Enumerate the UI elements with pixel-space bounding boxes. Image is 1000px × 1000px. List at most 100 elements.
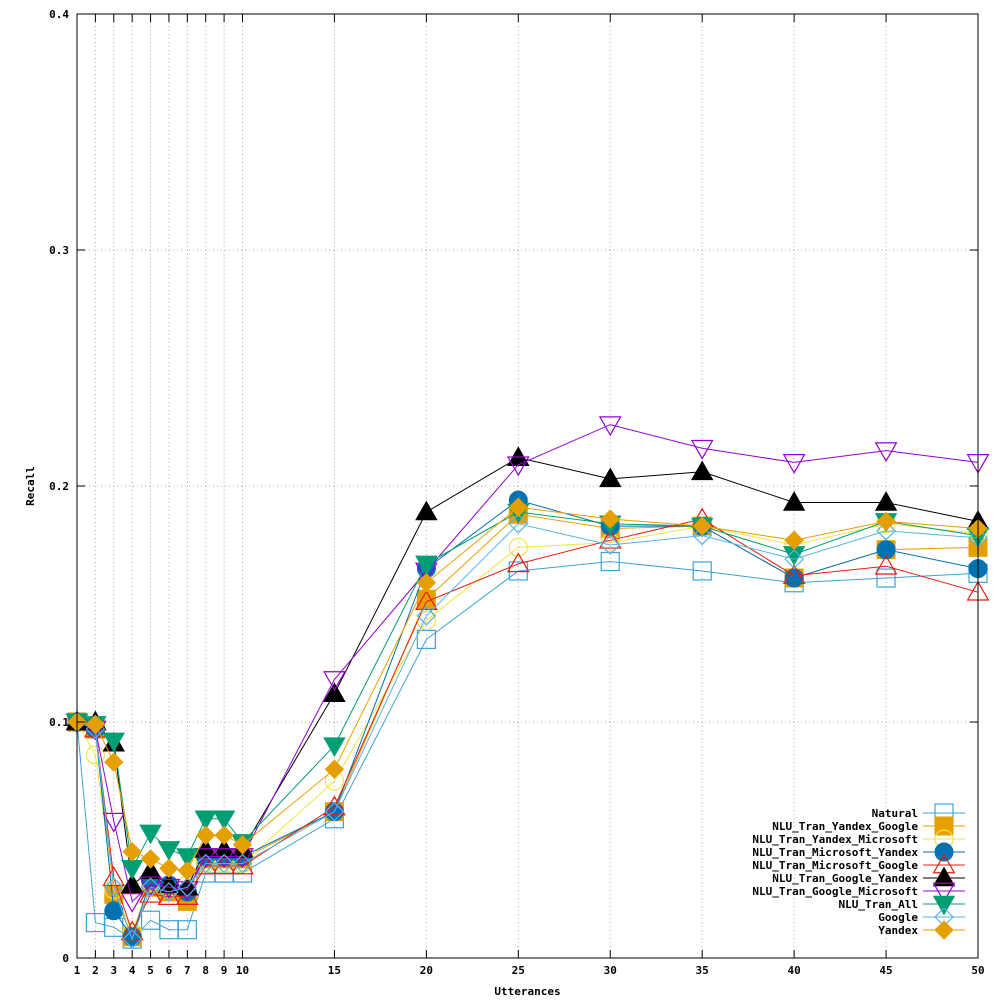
legend-item-natural: Natural <box>872 803 965 823</box>
series-layer <box>65 416 990 949</box>
legend-item-google: Google <box>878 907 965 927</box>
data-point-nlu-tran-microsoft-google <box>874 554 898 575</box>
data-point-nlu-tran-microsoft-google <box>598 528 622 549</box>
data-point-google <box>159 882 179 902</box>
data-point-nlu-tran-google-microsoft <box>102 812 126 833</box>
data-point-google <box>103 877 124 898</box>
data-point-google <box>232 853 253 874</box>
data-point-google <box>195 853 216 874</box>
y-tick-label: 0 <box>62 952 69 965</box>
legend-marker <box>934 920 954 940</box>
legend-item-nlu-tran-all: NLU_Tran_All <box>839 895 965 916</box>
x-tick-label: 1 <box>74 964 81 977</box>
data-point-nlu-tran-microsoft-google <box>194 854 218 875</box>
data-point-yandex <box>196 825 216 845</box>
data-point-nlu-tran-google-yandex <box>690 460 714 481</box>
x-tick-label: 4 <box>129 964 136 977</box>
data-point-nlu-tran-all <box>139 824 162 845</box>
data-point-google <box>508 513 529 534</box>
data-point-yandex <box>122 842 142 862</box>
data-point-nlu-tran-google-yandex <box>212 838 236 858</box>
data-point-nlu-tran-yandex-microsoft <box>85 745 105 765</box>
data-point-google <box>122 929 143 949</box>
legend-marker <box>932 895 956 916</box>
data-point-yandex <box>784 530 804 550</box>
data-point-nlu-tran-all <box>323 737 346 757</box>
y-axis-label: Recall <box>24 466 37 506</box>
x-tick-label: 50 <box>971 964 984 977</box>
data-point-google <box>416 605 437 626</box>
data-point-natural <box>508 561 528 581</box>
legend-item-yandex: Yandex <box>878 920 965 940</box>
legend-label: Google <box>878 911 918 924</box>
y-tick-label: 0.1 <box>49 716 69 729</box>
data-point-natural <box>876 568 896 588</box>
data-point-nlu-tran-google-yandex <box>415 500 438 521</box>
legend: NaturalNLU_Tran_Yandex_GoogleNLU_Tran_Ya… <box>752 803 965 940</box>
data-point-nlu-tran-google-microsoft <box>782 454 806 474</box>
data-point-natural <box>600 551 620 572</box>
series-nlu-tran-google-microsoft <box>65 416 990 913</box>
data-point-nlu-tran-yandex-microsoft <box>416 610 436 631</box>
x-tick-label: 8 <box>202 964 209 977</box>
data-point-nlu-tran-google-yandex <box>323 682 346 702</box>
x-tick-label: 5 <box>147 964 154 977</box>
data-point-nlu-tran-microsoft-google <box>323 795 346 816</box>
data-point-natural <box>692 561 712 581</box>
data-point-yandex <box>159 858 179 879</box>
x-tick-label: 25 <box>512 964 525 977</box>
legend-marker <box>934 842 954 862</box>
legend-item-nlu-tran-google-microsoft: NLU_Tran_Google_Microsoft <box>752 882 965 903</box>
legend-label: NLU_Tran_Google_Yandex <box>772 872 918 885</box>
data-point-nlu-tran-google-microsoft <box>598 416 622 437</box>
data-point-yandex <box>416 573 437 593</box>
data-point-nlu-tran-microsoft-google <box>414 590 438 611</box>
data-point-nlu-tran-microsoft-yandex <box>876 540 896 560</box>
data-point-nlu-tran-google-microsoft <box>194 848 218 869</box>
data-point-google <box>140 877 161 898</box>
data-point-nlu-tran-all <box>176 848 199 868</box>
data-point-nlu-tran-google-microsoft <box>323 671 346 692</box>
legend-label: NLU_Tran_Yandex_Google <box>772 820 918 833</box>
data-point-yandex <box>508 497 529 517</box>
data-point-google <box>876 520 896 541</box>
data-point-google <box>177 877 198 898</box>
data-point-nlu-tran-yandex-microsoft <box>104 879 124 900</box>
data-point-yandex <box>324 759 345 779</box>
x-tick-label: 9 <box>221 964 228 977</box>
data-point-nlu-tran-microsoft-google <box>139 882 162 903</box>
data-point-google <box>214 853 234 874</box>
data-point-google <box>692 525 713 546</box>
y-tick-label: 0.3 <box>49 244 69 257</box>
legend-label: NLU_Tran_Yandex_Microsoft <box>752 833 918 846</box>
legend-label: Yandex <box>878 924 918 937</box>
data-point-nlu-tran-google-microsoft <box>874 442 898 463</box>
legend-label: Natural <box>872 807 918 820</box>
legend-marker <box>934 816 954 836</box>
series-line-yandex <box>76 506 979 872</box>
data-point-nlu-tran-google-yandex <box>782 491 806 511</box>
data-point-nlu-tran-all <box>102 732 125 753</box>
data-point-nlu-tran-microsoft-google <box>231 854 254 875</box>
data-point-nlu-tran-all <box>157 841 181 861</box>
data-point-nlu-tran-google-yandex <box>120 873 144 894</box>
legend-marker <box>932 882 956 903</box>
data-point-nlu-tran-microsoft-google <box>506 552 530 573</box>
x-tick-label: 20 <box>420 964 433 977</box>
series-yandex <box>67 497 988 881</box>
data-point-nlu-tran-all <box>194 810 217 831</box>
data-point-nlu-tran-google-yandex <box>874 491 898 511</box>
data-point-natural <box>416 629 436 650</box>
legend-item-nlu-tran-microsoft-yandex: NLU_Tran_Microsoft_Yandex <box>752 842 965 862</box>
legend-label: NLU_Tran_All <box>839 898 918 911</box>
data-point-yandex <box>692 516 712 536</box>
data-point-nlu-tran-yandex-microsoft <box>508 537 528 557</box>
data-point-nlu-tran-google-yandex <box>599 467 622 488</box>
legend-label: NLU_Tran_Google_Microsoft <box>752 885 918 898</box>
data-point-nlu-tran-all <box>212 810 236 831</box>
data-point-yandex <box>232 835 253 855</box>
data-point-nlu-tran-all <box>415 555 438 576</box>
